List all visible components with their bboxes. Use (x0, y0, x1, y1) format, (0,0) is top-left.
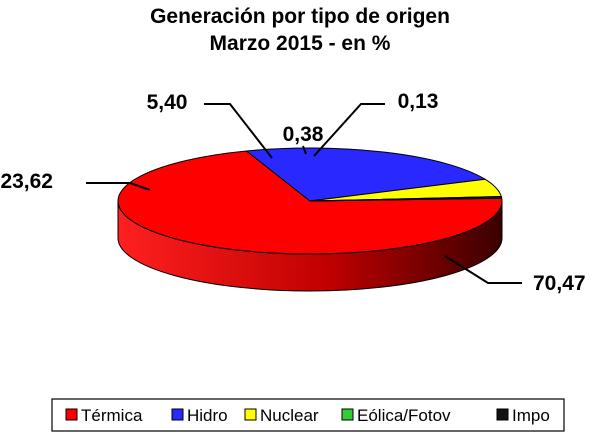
leader-impo (313, 103, 385, 157)
pie-slices (117, 147, 503, 292)
legend-box (51, 398, 565, 432)
legend-impo-label: Impo (512, 406, 550, 425)
slice-hidro (246, 147, 486, 202)
label-impo: 0,13 (398, 90, 439, 113)
legend-termica-swatch (65, 408, 78, 421)
leader-termica (444, 255, 522, 284)
chart-title: Generación por tipo de origen (150, 5, 450, 28)
chart-subtitle: Marzo 2015 - en % (210, 32, 391, 55)
label-hidro: 23,62 (0, 170, 53, 193)
label-termica: 70,47 (533, 272, 586, 295)
legend: Térmica Hidro Nuclear Eólica/Fotov Impo (51, 398, 565, 432)
data-labels: 70,47 23,62 5,40 0,38 0,13 (0, 90, 585, 295)
legend-nuclear-swatch (244, 408, 257, 421)
legend-nuclear-label: Nuclear (260, 406, 319, 425)
slice-termica (117, 150, 503, 255)
legend-eolica-swatch (341, 408, 354, 421)
legend-hidro-label: Hidro (187, 406, 228, 425)
leader-hidro (86, 182, 151, 191)
leader-nuclear (204, 103, 273, 159)
label-eolica: 0,38 (283, 123, 324, 146)
label-nuclear: 5,40 (147, 91, 188, 114)
leader-eolica (302, 145, 307, 155)
legend-termica-label: Térmica (81, 406, 143, 425)
slice-impo (309, 197, 503, 202)
legend-eolica-label: Eólica/Fotov (357, 406, 451, 425)
legend-hidro-swatch (171, 408, 184, 421)
legend-impo-swatch (496, 408, 509, 421)
